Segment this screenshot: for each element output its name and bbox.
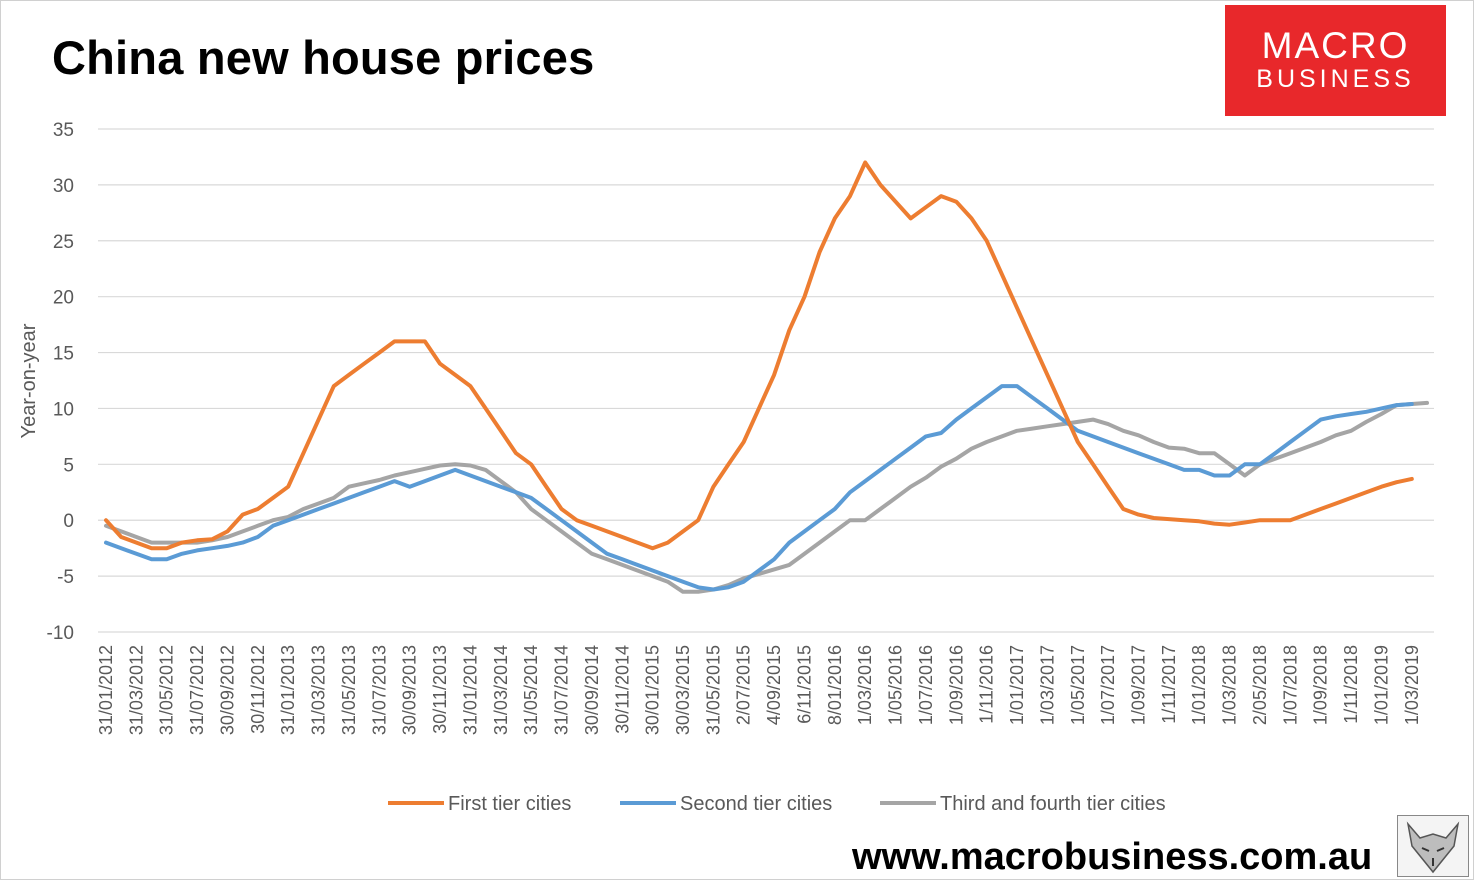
x-tick-label: 1/05/2017 <box>1068 645 1088 725</box>
logo-line-1: MACRO <box>1261 25 1410 66</box>
x-tick-label: 31/01/2012 <box>96 645 116 735</box>
legend-label: Second tier cities <box>680 793 832 815</box>
x-tick-label: 1/07/2018 <box>1280 645 1300 725</box>
legend: First tier cities Second tier cities Third… <box>388 793 1166 815</box>
x-tick-label: 1/11/2016 <box>977 645 997 724</box>
x-tick-label: 1/01/2018 <box>1189 645 1209 725</box>
website-url: www.macrobusiness.com.au <box>852 836 1373 878</box>
x-tick-label: 31/03/2012 <box>126 645 146 735</box>
x-tick-label: 30/11/2013 <box>430 645 450 734</box>
chart-title: China new house prices <box>52 31 595 84</box>
x-tick-label: 30/09/2012 <box>217 645 237 735</box>
x-tick-label: 1/03/2016 <box>855 645 875 725</box>
gridlines <box>98 128 1434 633</box>
x-tick-label: 8/01/2016 <box>825 645 845 725</box>
series-line-3 <box>104 400 1429 594</box>
x-tick-label: 2/07/2015 <box>734 645 754 725</box>
x-tick-label: 1/11/2017 <box>1159 645 1179 724</box>
legend-label: First tier cities <box>448 793 571 815</box>
y-tick-label: 5 <box>63 455 74 476</box>
x-tick-label: 1/01/2019 <box>1371 645 1391 725</box>
y-tick-label: -10 <box>47 623 74 644</box>
x-tick-label: 1/01/2017 <box>1007 645 1027 725</box>
x-axis-ticks: 31/01/2012 31/03/2012 31/05/2012 31/07/2012… <box>96 645 1422 735</box>
x-tick-label: 31/03/2013 <box>309 645 329 735</box>
y-tick-label: -5 <box>57 567 74 588</box>
x-tick-label: 30/11/2014 <box>612 645 632 734</box>
x-tick-label: 31/01/2014 <box>460 645 480 735</box>
x-tick-label: 31/05/2012 <box>157 645 177 735</box>
x-tick-label: 31/05/2014 <box>521 645 541 735</box>
x-tick-label: 31/05/2013 <box>339 645 359 735</box>
y-tick-label: 0 <box>63 511 74 532</box>
x-tick-label: 1/09/2016 <box>946 645 966 725</box>
x-tick-label: 1/11/2018 <box>1341 645 1361 724</box>
series-line-1 <box>104 160 1414 551</box>
x-tick-label: 31/03/2014 <box>491 645 511 735</box>
legend-label: Third and fourth tier cities <box>940 793 1166 815</box>
x-tick-label: 1/07/2017 <box>1098 645 1118 725</box>
x-tick-label: 1/03/2018 <box>1220 645 1240 725</box>
x-tick-label: 31/05/2015 <box>703 645 723 735</box>
x-tick-label: 6/11/2015 <box>794 645 814 724</box>
series-line-2 <box>104 384 1414 592</box>
x-tick-label: 1/03/2017 <box>1037 645 1057 725</box>
y-tick-label: 25 <box>53 232 74 253</box>
x-tick-label: 1/07/2016 <box>916 645 936 725</box>
y-tick-label: 30 <box>53 176 74 197</box>
x-tick-label: 1/09/2017 <box>1129 645 1149 725</box>
x-tick-label: 2/05/2018 <box>1250 645 1270 725</box>
y-tick-label: 20 <box>53 288 74 309</box>
x-tick-label: 31/07/2014 <box>552 645 572 735</box>
x-tick-label: 30/11/2012 <box>248 645 268 734</box>
x-tick-label: 4/09/2015 <box>764 645 784 725</box>
x-tick-label: 30/01/2015 <box>643 645 663 735</box>
y-axis-ticks: 35 30 25 20 15 10 5 0 -5 -10 <box>47 120 74 644</box>
x-tick-label: 1/05/2016 <box>886 645 906 725</box>
x-tick-label: 30/09/2014 <box>582 645 602 735</box>
x-tick-label: 31/01/2013 <box>278 645 298 735</box>
x-tick-label: 31/07/2012 <box>187 645 207 735</box>
x-tick-label: 1/09/2018 <box>1311 645 1331 725</box>
x-tick-label: 31/07/2013 <box>369 645 389 735</box>
x-tick-label: 30/03/2015 <box>673 645 693 735</box>
y-tick-label: 15 <box>53 344 74 365</box>
y-tick-label: 35 <box>53 120 74 141</box>
x-tick-label: 30/09/2013 <box>400 645 420 735</box>
macrobusiness-logo: MACRO BUSINESS <box>1225 5 1446 116</box>
series-lines <box>104 160 1429 594</box>
x-tick-label: 1/03/2019 <box>1402 645 1422 725</box>
y-tick-label: 10 <box>53 399 74 420</box>
y-axis-label: Year-on-year <box>18 323 40 438</box>
fox-logo-icon <box>1397 815 1469 877</box>
logo-line-2: BUSINESS <box>1256 65 1415 93</box>
